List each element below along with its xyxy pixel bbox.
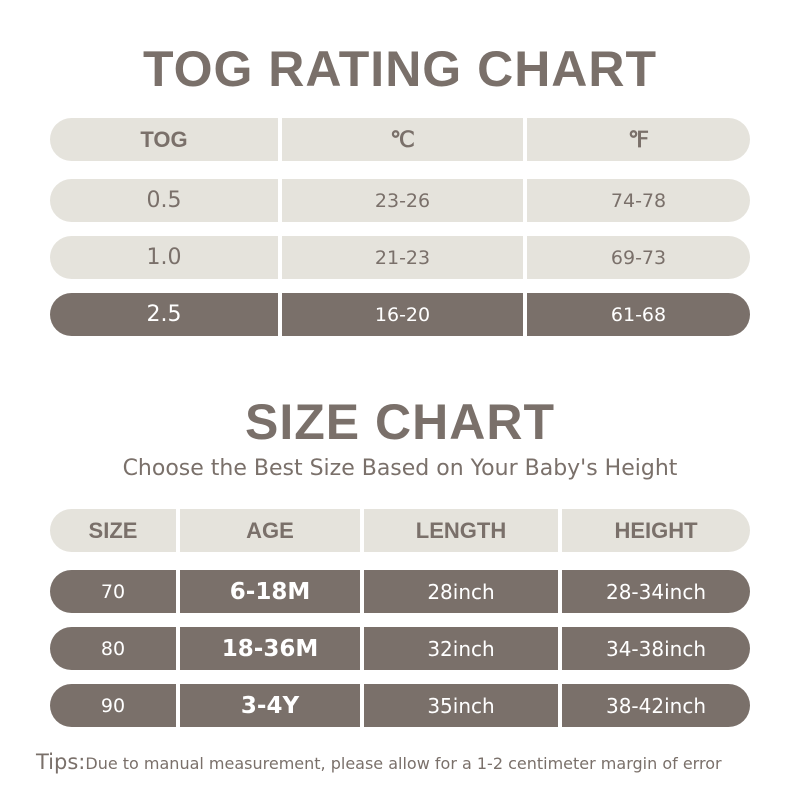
size-row: 90 3-4Y 35inch 38-42inch bbox=[50, 684, 750, 727]
tog-chart-title: TOG RATING CHART bbox=[142, 41, 658, 97]
size-row: 70 6-18M 28inch 28-34inch bbox=[50, 570, 750, 613]
age-value: 6-18M bbox=[176, 570, 360, 613]
tog-header-tog: TOG bbox=[140, 126, 188, 152]
tips-label: Tips: bbox=[36, 750, 86, 774]
height-value: 34-38inch bbox=[558, 627, 750, 670]
height-value: 28-34inch bbox=[558, 570, 750, 613]
tog-celsius-range: 16-20 bbox=[278, 293, 523, 336]
tog-header-row: TOG ℃ ℉ bbox=[50, 118, 750, 161]
length-value: 32inch bbox=[360, 627, 558, 670]
tog-fahrenheit-range: 69-73 bbox=[523, 236, 750, 279]
size-header-size: SIZE bbox=[88, 517, 138, 543]
tog-celsius-range: 23-26 bbox=[278, 179, 523, 222]
length-value: 35inch bbox=[360, 684, 558, 727]
size-value: 90 bbox=[100, 694, 126, 717]
size-chart-title: SIZE CHART bbox=[245, 394, 555, 450]
tog-value: 0.5 bbox=[146, 188, 182, 213]
tips-note: Tips:Due to manual measurement, please a… bbox=[36, 750, 776, 774]
age-value: 3-4Y bbox=[176, 684, 360, 727]
age-value: 18-36M bbox=[176, 627, 360, 670]
tog-row-highlighted: 2.5 16-20 61-68 bbox=[50, 293, 750, 336]
size-value: 70 bbox=[100, 580, 126, 603]
tog-celsius-range: 21-23 bbox=[278, 236, 523, 279]
tips-text: Due to manual measurement, please allow … bbox=[85, 754, 722, 773]
tog-header-fahrenheit: ℉ bbox=[523, 118, 750, 161]
tog-fahrenheit-range: 61-68 bbox=[523, 293, 750, 336]
height-value: 38-42inch bbox=[558, 684, 750, 727]
size-header-length: LENGTH bbox=[360, 509, 558, 552]
size-row: 80 18-36M 32inch 34-38inch bbox=[50, 627, 750, 670]
tog-row: 0.5 23-26 74-78 bbox=[50, 179, 750, 222]
size-chart-subtitle: Choose the Best Size Based on Your Baby'… bbox=[122, 456, 678, 481]
tog-row: 1.0 21-23 69-73 bbox=[50, 236, 750, 279]
tog-header-celsius: ℃ bbox=[278, 118, 523, 161]
size-header-height: HEIGHT bbox=[558, 509, 750, 552]
length-value: 28inch bbox=[360, 570, 558, 613]
size-header-row: SIZE AGE LENGTH HEIGHT bbox=[50, 509, 750, 552]
tog-fahrenheit-range: 74-78 bbox=[523, 179, 750, 222]
size-header-age: AGE bbox=[176, 509, 360, 552]
size-value: 80 bbox=[100, 637, 126, 660]
tog-value: 1.0 bbox=[146, 245, 182, 270]
tog-value: 2.5 bbox=[146, 302, 182, 327]
